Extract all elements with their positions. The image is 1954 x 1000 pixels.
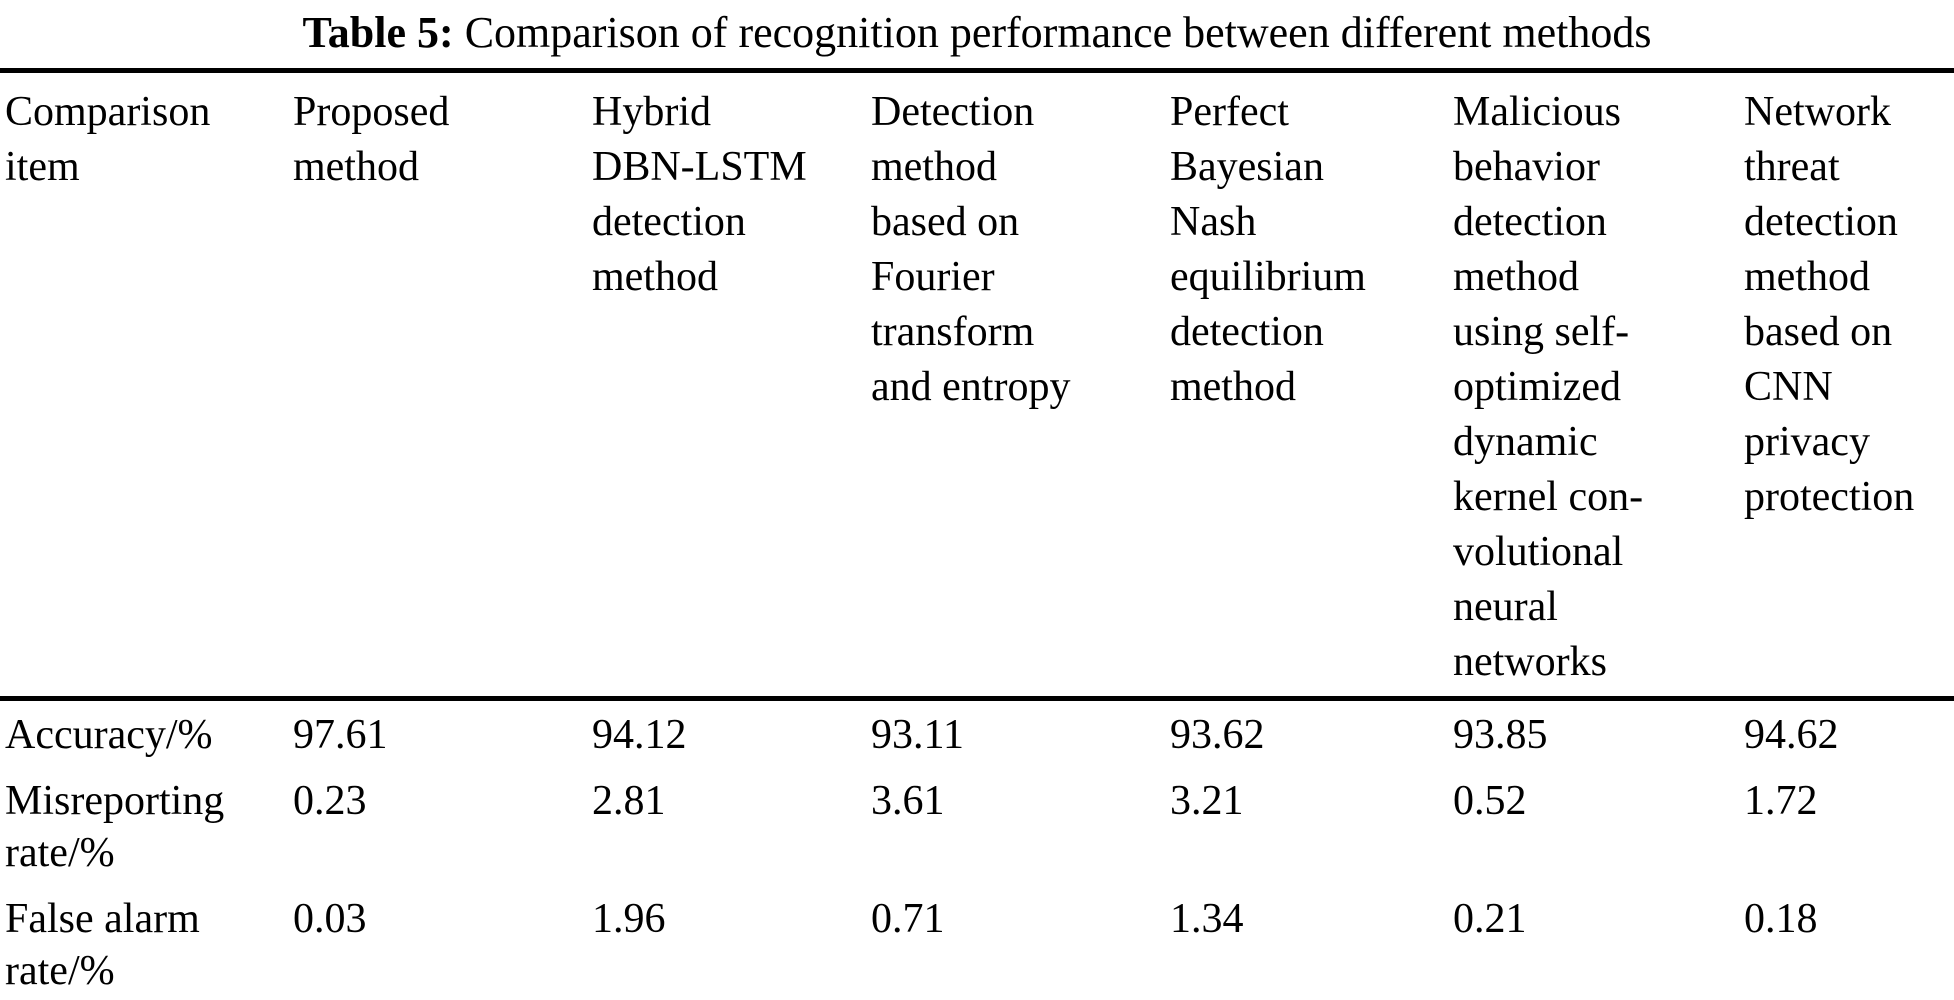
header-cell-proposed-method: Proposed method	[288, 70, 587, 701]
data-cell: 2.81	[592, 778, 666, 824]
table-caption-label: Table 5:	[302, 8, 454, 57]
table-caption-text: Comparison of recognition performance be…	[464, 8, 1652, 57]
table-row-false-alarm-rate: False alarm rate/% 0.03 1.96 0.71 1.34 0…	[0, 885, 1954, 1000]
data-cell: 0.21	[1453, 896, 1527, 942]
table-row-misreporting-rate: Misreporting rate/% 0.23 2.81 3.61 3.21 …	[0, 767, 1954, 885]
data-cell: 1.34	[1170, 896, 1244, 942]
data-cell: 3.21	[1170, 778, 1244, 824]
data-cell: 0.71	[871, 896, 945, 942]
header-cell-comparison-item: Comparison item	[0, 70, 288, 701]
data-cell: 94.62	[1744, 712, 1839, 758]
row-label-accuracy: Accuracy/%	[5, 712, 213, 758]
comparison-table: Comparison item Proposed method Hybrid D…	[0, 68, 1954, 1000]
header-cell-malicious-behavior: Malicious behavior detection method usin…	[1448, 70, 1739, 701]
data-cell: 3.61	[871, 778, 945, 824]
data-cell: 0.03	[293, 896, 367, 942]
table-row-accuracy: Accuracy/% 97.61 94.12 93.11 93.62 93.85…	[0, 699, 1954, 768]
data-cell: 1.72	[1744, 778, 1818, 824]
data-cell: 1.96	[592, 896, 666, 942]
header-cell-cnn-privacy: Network threat detection method based on…	[1739, 70, 1954, 701]
data-cell: 0.23	[293, 778, 367, 824]
row-label-false-alarm-rate: False alarm rate/%	[5, 896, 200, 994]
header-row: Comparison item Proposed method Hybrid D…	[0, 70, 1954, 701]
data-cell: 93.11	[871, 712, 964, 758]
row-label-misreporting-rate: Misreporting rate/%	[5, 778, 225, 876]
data-cell: 94.12	[592, 712, 687, 758]
data-cell: 0.52	[1453, 778, 1527, 824]
data-cell: 0.18	[1744, 896, 1818, 942]
header-cell-bayesian-nash: Perfect Bayesian Nash equilibrium detect…	[1165, 70, 1448, 701]
data-cell: 93.85	[1453, 712, 1548, 758]
header-cell-hybrid-dbn-lstm: Hybrid DBN-LSTM detection method	[587, 70, 866, 701]
data-cell: 93.62	[1170, 712, 1265, 758]
data-cell: 97.61	[293, 712, 388, 758]
header-cell-fourier-entropy: Detection method based on Fourier transf…	[866, 70, 1165, 701]
table-caption: Table 5: Comparison of recognition perfo…	[0, 0, 1954, 62]
